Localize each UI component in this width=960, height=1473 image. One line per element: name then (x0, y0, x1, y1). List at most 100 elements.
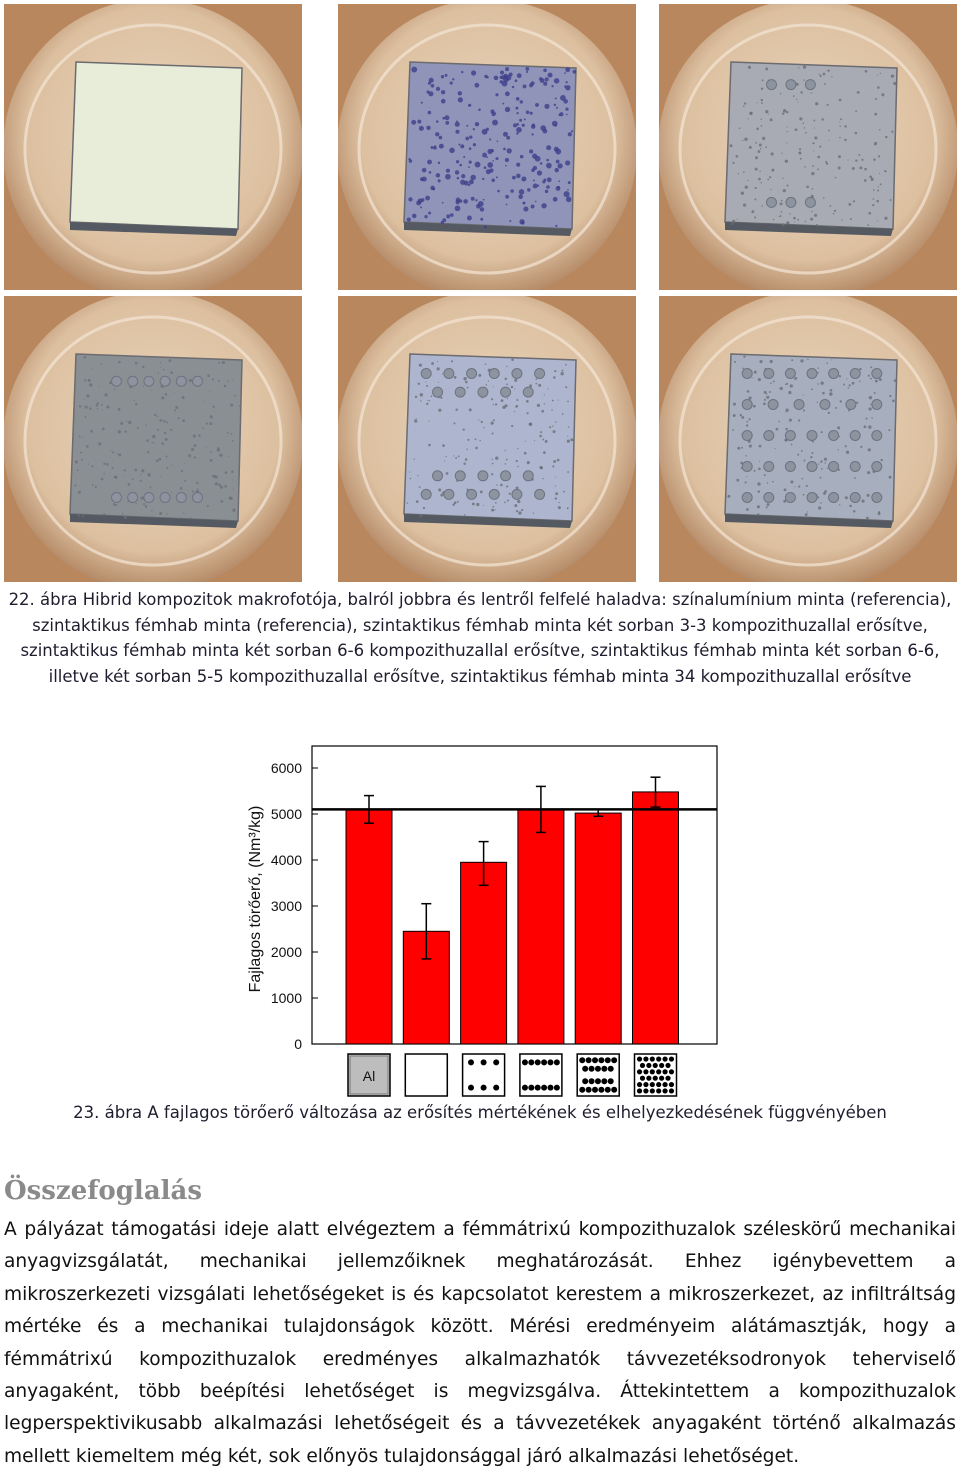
dots-34-box-icon (633, 1053, 678, 1097)
wire-dot (656, 1088, 662, 1094)
wire-dot (598, 1086, 605, 1093)
y-tick-label: 4000 (271, 852, 302, 868)
sample-photo-image (338, 4, 636, 290)
wire-dot (662, 1081, 668, 1088)
wire-dot (636, 1081, 643, 1088)
wire-dot (649, 1081, 655, 1088)
wire-dot (643, 1081, 649, 1088)
wire-dot (480, 1084, 487, 1091)
wire-dot (636, 1088, 643, 1094)
y-tick-label: 6000 (271, 760, 302, 776)
wire-dot (604, 1057, 611, 1064)
wire-dot (636, 1056, 643, 1062)
wire-dot (579, 1086, 586, 1093)
wire-dot (662, 1088, 668, 1094)
y-axis-label: Fajlagos törőerő, (Nm³/kg) (247, 806, 264, 993)
wire-dot (652, 1075, 658, 1081)
sample-specimen (69, 61, 243, 230)
wire-dot (547, 1059, 554, 1066)
y-tick-label: 0 (294, 1036, 302, 1052)
wire-dot (547, 1084, 554, 1091)
wire-dot (588, 1065, 595, 1072)
wire-dot (521, 1084, 528, 1091)
bar (460, 861, 508, 1045)
photo-foam-34-wires (659, 296, 957, 582)
sample-photo-image (338, 296, 636, 582)
wire-dot (607, 1078, 614, 1085)
wire-dot (468, 1059, 474, 1066)
wire-dot (668, 1069, 675, 1075)
wire-dot (643, 1069, 649, 1075)
wire-dot (480, 1059, 487, 1066)
figure-22-caption: 22. ábra Hibrid kompozitok makrofotója, … (8, 590, 952, 686)
wire-dot (656, 1081, 662, 1088)
bar (632, 791, 679, 1045)
wire-dot (592, 1057, 599, 1064)
wire-dot (659, 1075, 665, 1081)
wire-dot (643, 1056, 649, 1062)
wire-dot (592, 1086, 599, 1093)
wire-dot (553, 1059, 560, 1066)
wire-dot (659, 1062, 665, 1069)
wire-dot (668, 1081, 675, 1088)
section-heading: Összefoglalás (4, 1176, 203, 1206)
wire-dot (611, 1086, 618, 1093)
wire-dot (662, 1069, 668, 1075)
sample-photo-image (659, 4, 957, 290)
wire-dot (652, 1062, 658, 1069)
wire-dot (594, 1065, 601, 1072)
wire-dot (553, 1084, 560, 1091)
wire-dot (646, 1075, 652, 1081)
photo-aluminium-reference (4, 4, 302, 290)
sample-photo-image (4, 4, 302, 290)
wire-dot (665, 1075, 671, 1081)
wire-dot (598, 1057, 605, 1064)
wire-dot (521, 1059, 528, 1066)
sample-specimen (69, 353, 243, 522)
wire-dot (668, 1088, 675, 1094)
wire-dot (493, 1059, 500, 1066)
wire-dot (639, 1062, 646, 1069)
wire-dot (611, 1057, 618, 1064)
wire-dot (534, 1084, 541, 1091)
bar (517, 808, 565, 1045)
summary-paragraph: A pályázat támogatási ideje alatt elvége… (4, 1219, 956, 1467)
wire-dot (646, 1062, 652, 1069)
wire-dot (643, 1088, 649, 1094)
wire-dot (665, 1062, 671, 1069)
wire-dot (649, 1056, 655, 1062)
y-tick-label: 1000 (271, 990, 302, 1006)
bar (574, 812, 622, 1045)
wire-dot (649, 1088, 655, 1094)
wire-dot (649, 1069, 655, 1075)
wire-dot (579, 1057, 586, 1064)
wire-dot (468, 1084, 474, 1091)
wire-dot (594, 1078, 601, 1085)
wire-dot (656, 1056, 662, 1062)
sample-photo-image (659, 296, 957, 582)
wire-dot (607, 1065, 614, 1072)
wire-dot (588, 1078, 595, 1085)
specific-crushing-force-chart: 0 1000 2000 3000 4000 5000 6000 Fajlagos törőer… (247, 745, 718, 1097)
y-tick-label: 2000 (271, 944, 302, 960)
wire-dot (636, 1069, 643, 1075)
wire-dot (534, 1059, 541, 1066)
plot-frame (311, 745, 718, 1045)
y-tick-label: 5000 (271, 806, 302, 822)
category-label: Al (363, 1068, 375, 1084)
wire-dot (493, 1084, 500, 1091)
photo-foam-2x6-wires (4, 296, 302, 582)
wire-dot (656, 1069, 662, 1075)
wire-dot (528, 1059, 535, 1066)
wire-dot (601, 1078, 608, 1085)
wire-dot (582, 1065, 589, 1072)
photo-foam-2x6-2x5-wires (338, 296, 636, 582)
figure-23-caption: 23. ábra A fajlagos törőerő változása az… (73, 1103, 887, 1122)
wire-dot (585, 1057, 592, 1064)
wire-dot (541, 1059, 548, 1066)
wire-dot (528, 1084, 535, 1091)
wire-dot (662, 1056, 668, 1062)
sample-photo-image (4, 296, 302, 582)
wire-dot (668, 1056, 675, 1062)
photo-syntactic-foam-reference (338, 4, 636, 290)
